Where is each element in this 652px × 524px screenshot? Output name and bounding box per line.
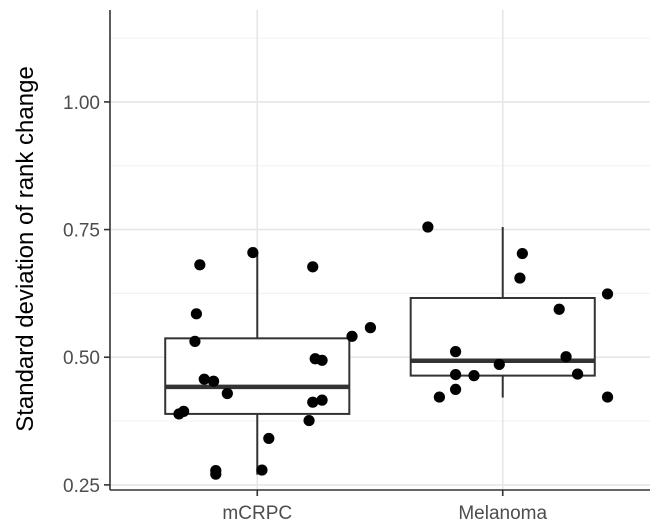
data-point <box>450 383 462 396</box>
axes: 0.25 0.50 0.75 1.00 mCRPC Melanoma <box>63 10 650 524</box>
data-point <box>316 394 328 406</box>
data-point <box>263 432 275 445</box>
data-point <box>422 221 434 233</box>
y-tick-label: 0.50 <box>63 348 100 369</box>
y-tick-label: 0.75 <box>63 221 100 242</box>
y-axis-label: Standard deviation of rank change <box>12 66 39 432</box>
data-point <box>247 246 259 259</box>
plot-background <box>110 10 650 490</box>
data-point <box>514 272 526 284</box>
data-point <box>450 368 462 381</box>
data-point <box>433 391 445 403</box>
data-point <box>493 358 505 370</box>
data-point <box>560 351 572 363</box>
data-point <box>450 346 462 358</box>
data-point <box>307 261 319 273</box>
data-point <box>256 464 268 476</box>
y-tick-label: 1.00 <box>63 93 100 114</box>
data-point <box>346 330 358 342</box>
data-point <box>601 288 614 300</box>
data-point <box>194 259 206 271</box>
data-point <box>364 322 377 334</box>
point-group <box>173 221 614 480</box>
data-point <box>207 375 220 387</box>
y-tick-label: 0.25 <box>63 476 100 497</box>
data-point <box>198 373 210 385</box>
data-point <box>189 335 201 348</box>
data-point <box>553 303 565 315</box>
x-tick-label: Melanoma <box>458 503 547 524</box>
data-point <box>221 387 233 400</box>
data-point <box>571 368 584 380</box>
data-point <box>303 414 315 427</box>
data-point <box>601 391 614 403</box>
data-point <box>316 354 328 366</box>
data-point <box>468 370 480 382</box>
data-point <box>210 468 222 480</box>
data-point <box>173 408 185 420</box>
data-point <box>307 396 319 408</box>
x-tick-label: mCRPC <box>222 503 292 524</box>
data-point <box>190 308 202 320</box>
data-point <box>516 247 528 260</box>
